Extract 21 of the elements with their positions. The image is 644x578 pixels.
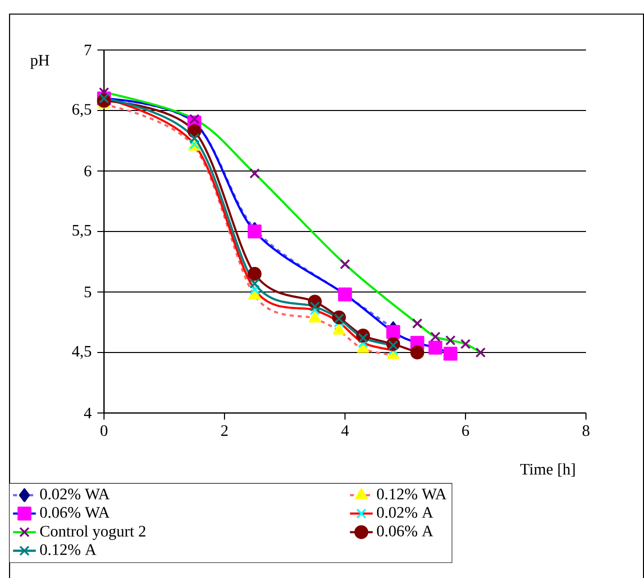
x-tick-label: 4 (341, 425, 349, 436)
x-tick-label: 2 (221, 425, 228, 436)
y-tick-label: 6,5 (72, 104, 92, 118)
y-tick-label: 7 (84, 44, 92, 56)
x-tick-label: 0 (100, 425, 108, 436)
legend-label: 0.02% WA (40, 488, 110, 500)
legend-label: 0.12% A (40, 544, 96, 556)
y-tick-label: 5 (84, 286, 92, 298)
x-axis-title: Time [h] (520, 463, 575, 477)
legend-label: 0.06% A (377, 526, 434, 536)
y-tick-label: 4 (84, 408, 92, 418)
legend-label: Control yogurt 2 (40, 525, 146, 540)
y-tick-label: 4,5 (72, 346, 92, 359)
legend-label: 0.02% A (377, 507, 434, 518)
y-tick-label: 5,5 (72, 225, 92, 238)
y-axis-title: pH (30, 55, 50, 69)
x-tick-label: 8 (582, 425, 590, 436)
legend-label: 0.12% WA (377, 488, 447, 500)
y-tick-label: 6 (84, 166, 92, 176)
legend-label: 0.06% WA (40, 507, 110, 518)
x-tick-label: 6 (462, 425, 470, 436)
